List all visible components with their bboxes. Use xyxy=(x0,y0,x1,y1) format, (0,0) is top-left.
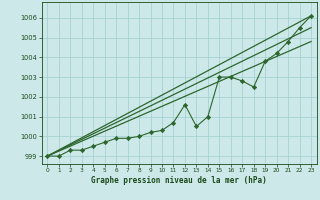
X-axis label: Graphe pression niveau de la mer (hPa): Graphe pression niveau de la mer (hPa) xyxy=(91,176,267,185)
